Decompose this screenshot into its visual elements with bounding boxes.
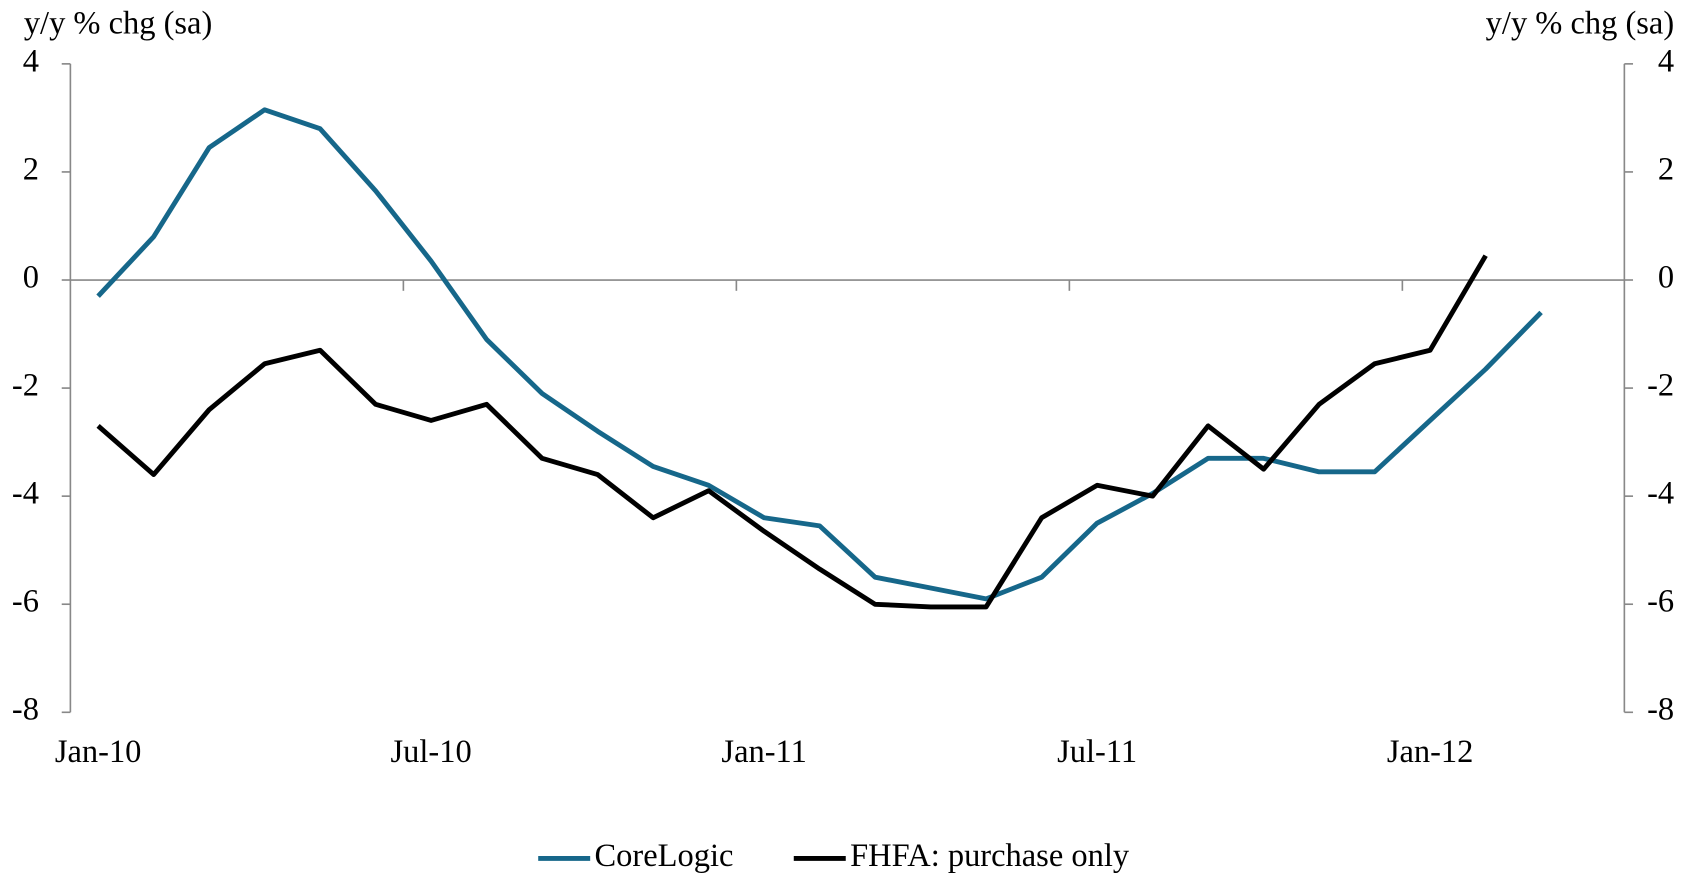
x-tick-label: Jul-10 bbox=[391, 734, 472, 770]
x-tick-label: Jan-11 bbox=[721, 734, 806, 770]
y-tick-label: -2 bbox=[12, 368, 39, 404]
x-tick-label: Jul-11 bbox=[1057, 734, 1137, 770]
legend-label: FHFA: purchase only bbox=[850, 838, 1130, 874]
y2-axis-label: y/y % chg (sa) bbox=[1486, 5, 1674, 41]
y-axis-label: y/y % chg (sa) bbox=[24, 5, 212, 41]
y2-tick-label: 4 bbox=[1658, 43, 1674, 79]
y-tick-label: -4 bbox=[12, 476, 39, 512]
y-tick-label: -6 bbox=[12, 584, 39, 620]
y2-tick-label: 2 bbox=[1658, 151, 1674, 187]
x-tick-label: Jan-10 bbox=[55, 734, 142, 770]
y-tick-label: 0 bbox=[23, 259, 39, 295]
y-tick-label: -8 bbox=[12, 692, 39, 728]
legend-label: CoreLogic bbox=[595, 838, 734, 874]
x-tick-label: Jan-12 bbox=[1387, 734, 1474, 770]
y2-tick-label: -8 bbox=[1647, 692, 1674, 728]
y-tick-label: 4 bbox=[23, 43, 39, 79]
y-tick-label: 2 bbox=[23, 151, 39, 187]
y2-tick-label: 0 bbox=[1658, 259, 1674, 295]
series-line bbox=[96, 107, 1543, 602]
series-line bbox=[96, 254, 1488, 610]
y2-tick-label: -6 bbox=[1647, 584, 1674, 620]
y2-tick-label: -2 bbox=[1647, 368, 1674, 404]
y2-tick-label: -4 bbox=[1647, 476, 1674, 512]
